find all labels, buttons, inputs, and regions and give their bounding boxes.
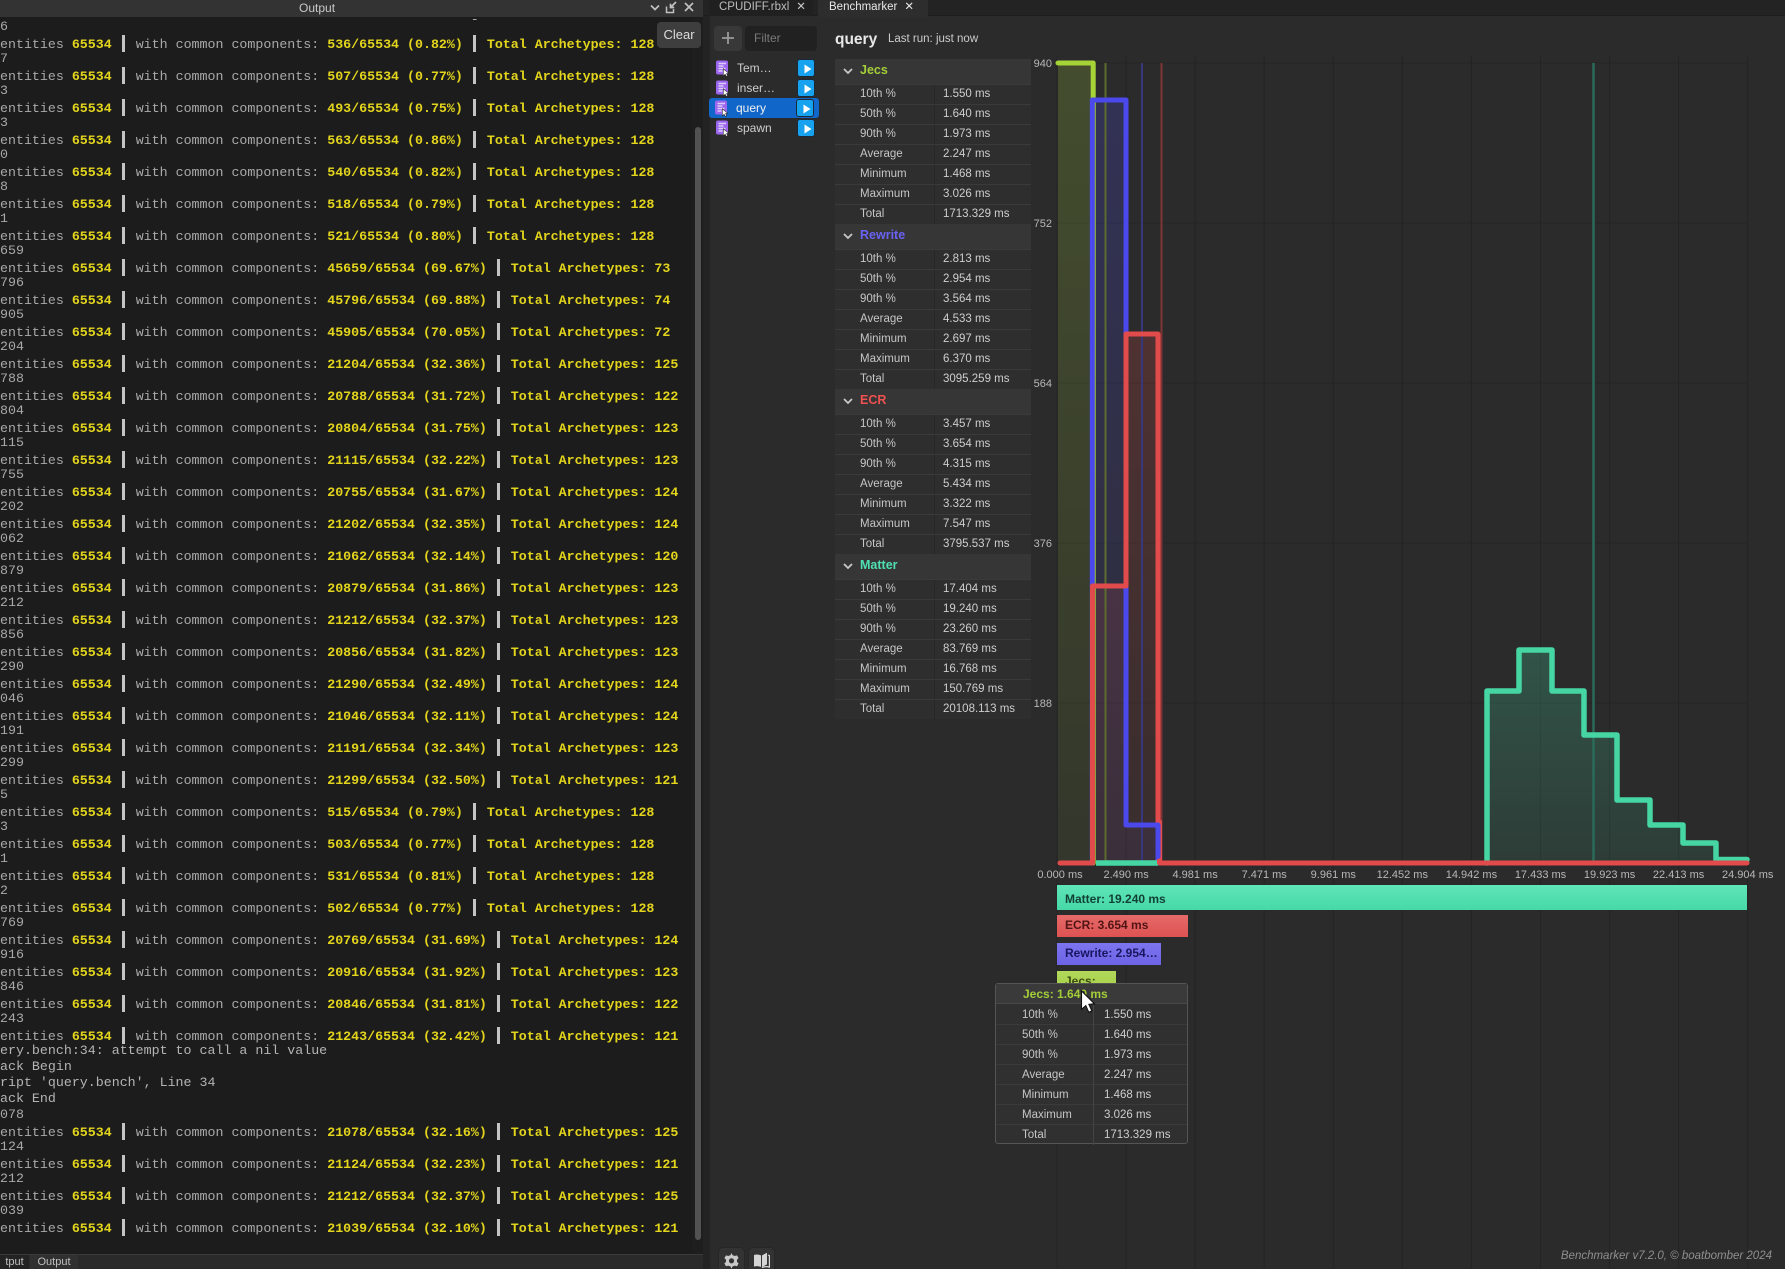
svg-text:12.452 ms: 12.452 ms (1377, 869, 1429, 881)
svg-text:2.490 ms: 2.490 ms (1103, 869, 1149, 881)
svg-text:22.413 ms: 22.413 ms (1653, 869, 1705, 881)
svg-text:564: 564 (1034, 378, 1052, 390)
svg-text:188: 188 (1034, 698, 1052, 710)
svg-text:24.904 ms: 24.904 ms (1722, 869, 1774, 881)
svg-text:376: 376 (1034, 538, 1052, 550)
svg-text:9.961 ms: 9.961 ms (1311, 869, 1357, 881)
svg-text:0.000 ms: 0.000 ms (1037, 869, 1083, 881)
svg-text:14.942 ms: 14.942 ms (1446, 869, 1498, 881)
svg-text:752: 752 (1034, 218, 1052, 230)
svg-text:19.923 ms: 19.923 ms (1584, 869, 1636, 881)
svg-text:17.433 ms: 17.433 ms (1515, 869, 1567, 881)
svg-text:4.981 ms: 4.981 ms (1172, 869, 1218, 881)
svg-text:940: 940 (1034, 58, 1052, 70)
svg-text:7.471 ms: 7.471 ms (1242, 869, 1288, 881)
